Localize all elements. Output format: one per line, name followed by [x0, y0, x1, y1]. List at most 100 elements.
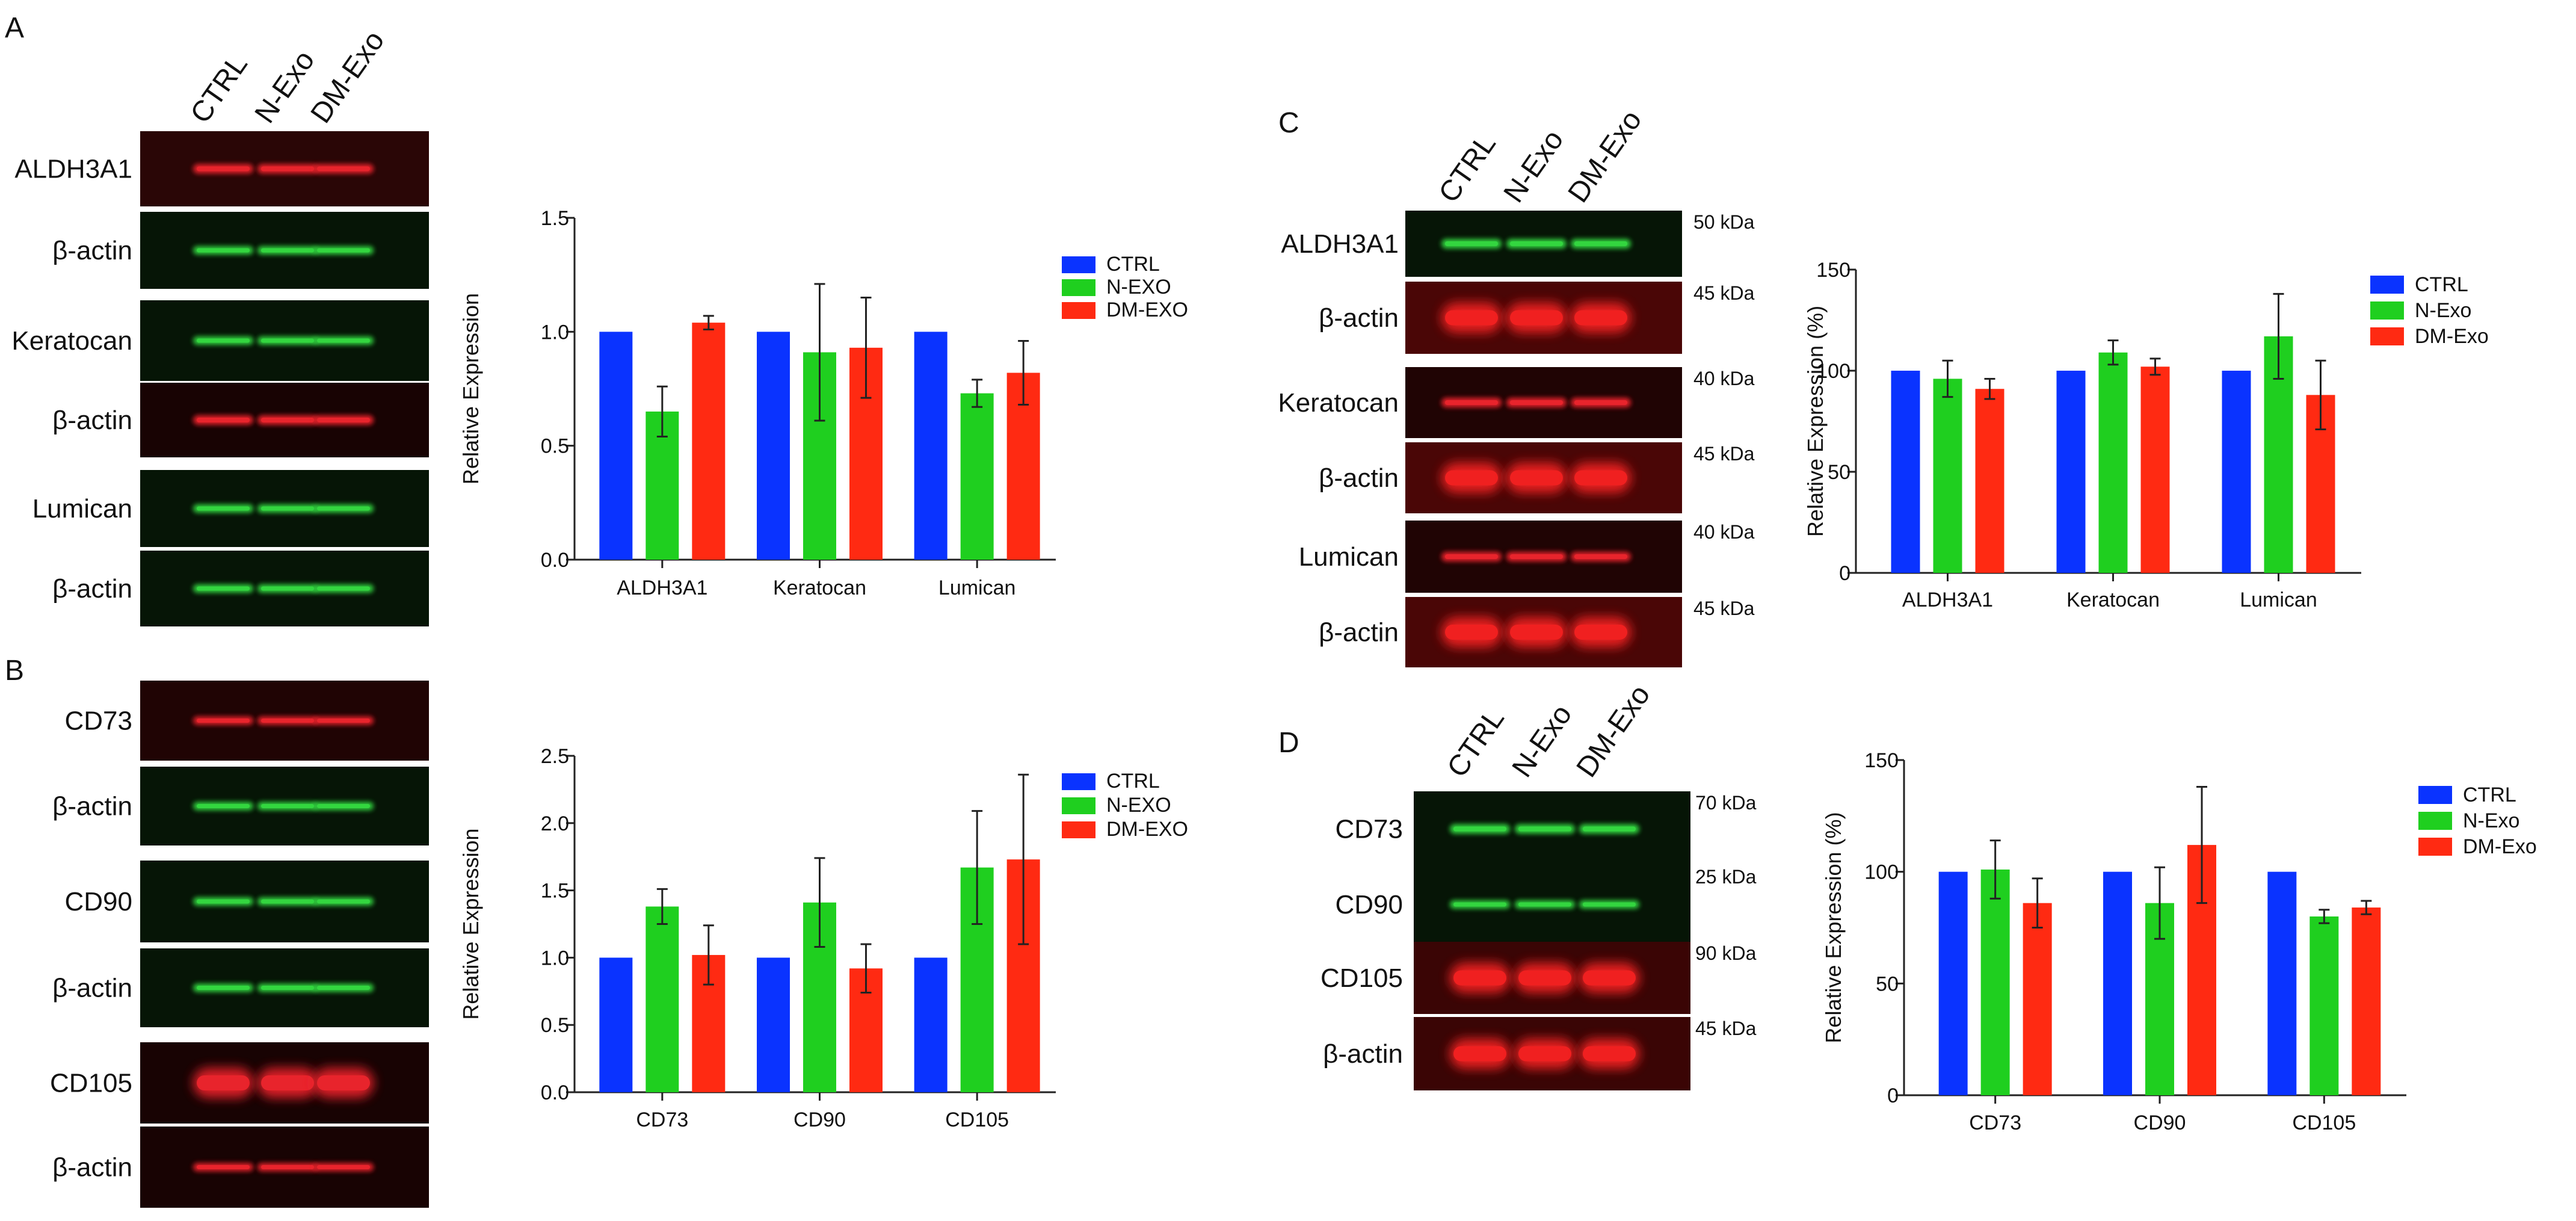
y-axis-title: Relative Expression (%) [1821, 812, 1846, 1043]
blot-band-core [197, 338, 250, 343]
blot-band-core [317, 986, 370, 990]
y-tick-label: 150 [1816, 259, 1850, 282]
protein-label: β-actin [1319, 303, 1399, 333]
blot-band-core [197, 719, 250, 723]
blot-band-core [261, 899, 314, 904]
blot-band-core [1453, 970, 1506, 986]
legend-label: CTRL [1106, 770, 1160, 793]
bar-lumican-n-exo [960, 393, 994, 560]
blot-band-core [1510, 470, 1563, 486]
blot-row--actin: β-actin 45 kDa [1319, 597, 1755, 667]
lane-label-ctrl: CTRL [1433, 128, 1502, 208]
blot-band-core [197, 899, 250, 904]
blot-row-lumican: Lumican [32, 470, 429, 547]
blot-band-core [1574, 400, 1627, 405]
protein-label: CD73 [65, 706, 133, 736]
bar-aldh3a1-ctrl [1891, 371, 1920, 573]
protein-label: β-actin [52, 974, 132, 1003]
blot-row-keratocan: Keratocan 40 kDa [1278, 367, 1755, 438]
panel-letter-A: A [5, 12, 24, 44]
blot-row--actin: β-actin 45 kDa [1319, 282, 1755, 354]
protein-label: Keratocan [1278, 388, 1399, 418]
blot-band-core [261, 1165, 314, 1169]
blot-band-core [1445, 625, 1498, 640]
bar-keratocan-ctrl [2056, 371, 2086, 573]
legend-swatch [1062, 279, 1095, 296]
blot-band-core [197, 1075, 250, 1090]
blot-band-core [1583, 970, 1636, 986]
y-tick-label: 2.0 [541, 812, 569, 835]
y-tick-label: 100 [1816, 360, 1850, 383]
blot-band-core [1510, 241, 1563, 246]
blot-band-core [1445, 470, 1498, 486]
lane-label-n-exo: N-Exo [249, 45, 321, 129]
blot-band-core [1583, 1046, 1636, 1062]
bar-cd105-n-exo [2309, 916, 2339, 1095]
blot-band-core [1574, 625, 1627, 640]
blot-band-core [261, 418, 314, 422]
legend-label: N-EXO [1106, 276, 1171, 298]
bar-cd105-dm-exo [2352, 907, 2381, 1095]
bar-aldh3a1-n-exo [1933, 379, 1962, 573]
x-tick-label: CD105 [945, 1108, 1009, 1131]
blot-band-core [1445, 400, 1498, 405]
blot-band-core [261, 586, 314, 591]
bar-keratocan-dm-exo [2140, 366, 2170, 573]
y-tick-label: 1.0 [541, 947, 569, 969]
blot-band-core [261, 338, 314, 343]
blot-band-core [1510, 625, 1563, 640]
blot-band-core [1574, 470, 1627, 486]
blot-band-core [261, 986, 314, 990]
blot-band-core [317, 899, 370, 904]
y-tick-label: 0.0 [541, 549, 569, 572]
legend-swatch [2370, 327, 2404, 345]
bar-chart-B: 0.0 0.5 1.0 1.5 2.0 2.5 Relative Expression CD7… [458, 745, 1188, 1131]
lane-label-ctrl: CTRL [185, 49, 254, 129]
panel-letter-C: C [1278, 107, 1299, 139]
legend: CTRL N-Exo DM-Exo [2370, 273, 2489, 348]
legend-label: N-Exo [2463, 809, 2519, 832]
bar-aldh3a1-dm-exo [1975, 389, 2004, 573]
bar-cd73-ctrl [1938, 871, 1968, 1095]
y-tick-label: 0.5 [541, 435, 569, 458]
legend-label: DM-Exo [2463, 835, 2537, 858]
legend-label: DM-EXO [1106, 818, 1188, 841]
blot-band-core [261, 506, 314, 511]
x-tick-label: CD105 [2292, 1111, 2356, 1134]
protein-label: ALDH3A1 [1281, 229, 1399, 259]
blot-band-core [317, 506, 370, 511]
legend-label: CTRL [2415, 273, 2468, 296]
protein-label: β-actin [52, 1153, 132, 1182]
blot-band-core [261, 804, 314, 808]
bar-aldh3a1-ctrl [599, 332, 633, 560]
bar-cd90-ctrl [2103, 871, 2132, 1095]
protein-label: Keratocan [11, 326, 132, 356]
blot-band-core [317, 719, 370, 723]
protein-label: CD105 [1320, 963, 1403, 993]
blot-band-core [197, 166, 250, 172]
bar-chart-C: 0 50 100 150 Relative Expression (%) ALDH3A1 K… [1803, 259, 2489, 611]
x-tick-label: CD73 [1969, 1111, 2021, 1134]
kda-label: 45 kDa [1693, 443, 1755, 465]
kda-label: 45 kDa [1695, 1018, 1757, 1039]
legend-label: N-EXO [1106, 794, 1171, 817]
blot-band-core [1445, 554, 1498, 559]
bar-cd73-n-exo [1980, 869, 2010, 1095]
bar-cd73-dm-exo [2023, 903, 2052, 1095]
protein-label: CD105 [50, 1069, 132, 1098]
bar-aldh3a1-dm-exo [692, 323, 726, 560]
bar-cd90-ctrl [757, 957, 790, 1092]
kda-label: 45 kDa [1693, 598, 1755, 619]
blot-row-cd90: CD90 [65, 861, 429, 942]
y-tick-label: 0 [1839, 562, 1850, 585]
bar-cd73-ctrl [599, 957, 633, 1092]
blot-band-core [317, 1075, 370, 1090]
blot-row-keratocan: Keratocan [11, 300, 429, 381]
y-tick-label: 2.5 [541, 745, 569, 768]
blot-row-aldh3a1: ALDH3A1 50 kDa [1281, 211, 1755, 277]
blot-band-core [1510, 554, 1563, 559]
blot-band-core [1453, 1046, 1506, 1062]
